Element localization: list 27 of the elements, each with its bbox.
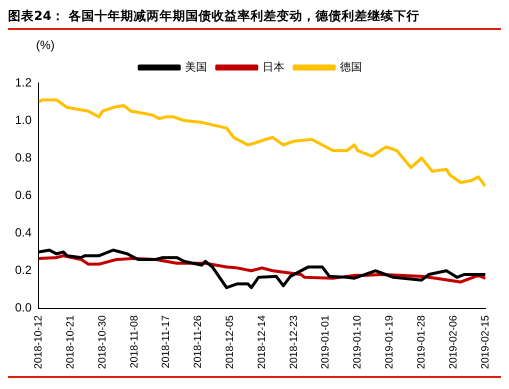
x-tick-label: 2019-01-19 <box>384 315 396 370</box>
x-tick-label: 2018-10-12 <box>32 315 45 370</box>
x-tick-label: 2018-12-05 <box>224 315 236 370</box>
y-tick-label: 1.2 <box>14 75 32 90</box>
y-tick-label: 0.8 <box>14 150 32 164</box>
x-tick-label: 2019-02-15 <box>479 315 492 370</box>
x-tick-label: 2019-01-10 <box>352 315 364 370</box>
x-tick-label: 2018-11-26 <box>192 315 204 368</box>
y-tick-label: 0.0 <box>14 300 32 315</box>
y-tick-label: 0.6 <box>14 188 32 202</box>
x-tick-label: 2018-10-30 <box>96 315 108 370</box>
x-tick-label: 2019-01-01 <box>320 315 332 370</box>
x-tick-label: 2018-11-17 <box>160 315 172 368</box>
x-tick-label: 2018-10-21 <box>64 315 76 370</box>
x-tick-label: 2019-01-28 <box>415 315 428 370</box>
x-tick-label: 2019-02-06 <box>447 315 460 370</box>
x-tick-label: 2018-12-14 <box>256 315 268 370</box>
y-tick-label: 0.4 <box>14 226 32 240</box>
legend-label: 美国 <box>184 60 207 74</box>
y-tick-label: 1.0 <box>14 112 32 127</box>
x-tick-label: 2018-11-08 <box>128 315 140 368</box>
legend-label: 日本 <box>262 60 284 74</box>
legend-label: 德国 <box>340 62 362 74</box>
chart-title: 图表24： 各国十年期减两年期国债收益率利差变动，德债利差继续下行 <box>8 8 501 30</box>
y-tick-label: 0.2 <box>14 263 32 278</box>
y-axis-title: (%) <box>36 38 56 52</box>
x-tick-label: 2018-12-23 <box>288 315 300 370</box>
